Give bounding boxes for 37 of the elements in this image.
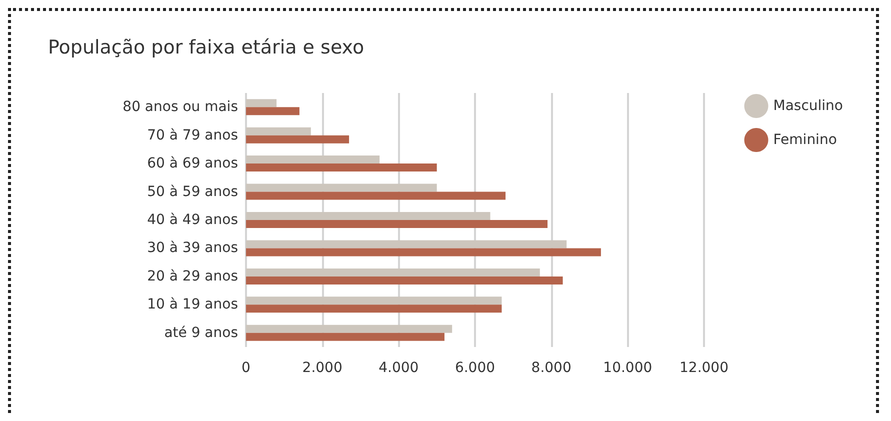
bar xyxy=(246,240,567,248)
x-tick-label: 8.000 xyxy=(531,360,572,376)
x-tick-label: 4.000 xyxy=(378,360,419,376)
legend-label: Feminino xyxy=(773,132,837,148)
x-tick-label: 0 xyxy=(242,360,250,376)
y-tick-label: 30 à 39 anos xyxy=(147,240,238,256)
bar xyxy=(246,164,437,172)
bar xyxy=(246,304,502,313)
x-tick-label: 10.000 xyxy=(603,360,652,376)
bar xyxy=(246,184,437,192)
bar xyxy=(246,135,350,144)
bar xyxy=(246,332,444,341)
bar xyxy=(246,324,452,333)
bar xyxy=(246,107,300,116)
bar xyxy=(246,156,380,164)
y-tick-label: 70 à 79 anos xyxy=(147,127,238,144)
chart-title: População por faixa etária e sexo xyxy=(48,36,364,58)
y-tick-label: até 9 anos xyxy=(164,324,238,341)
bar xyxy=(246,248,601,256)
bar xyxy=(246,192,506,200)
bar xyxy=(246,212,490,220)
y-tick-label: 50 à 59 anos xyxy=(147,184,238,200)
bar xyxy=(246,127,311,136)
bar xyxy=(246,276,563,284)
x-tick-label: 12.000 xyxy=(680,360,728,376)
bar xyxy=(246,220,548,228)
bar xyxy=(246,99,277,108)
x-tick-label: 2.000 xyxy=(302,360,342,376)
bar xyxy=(246,296,502,305)
y-tick-label: 80 anos ou mais xyxy=(122,99,238,116)
y-tick-label: 20 à 29 anos xyxy=(147,268,238,284)
x-tick-label: 6.000 xyxy=(454,360,496,376)
y-tick-label: 10 à 19 anos xyxy=(147,296,238,313)
bar xyxy=(246,268,540,276)
y-tick-label: 60 à 69 anos xyxy=(147,156,238,172)
y-tick-label: 40 à 49 anos xyxy=(147,212,238,228)
legend-label: Masculino xyxy=(773,98,844,114)
